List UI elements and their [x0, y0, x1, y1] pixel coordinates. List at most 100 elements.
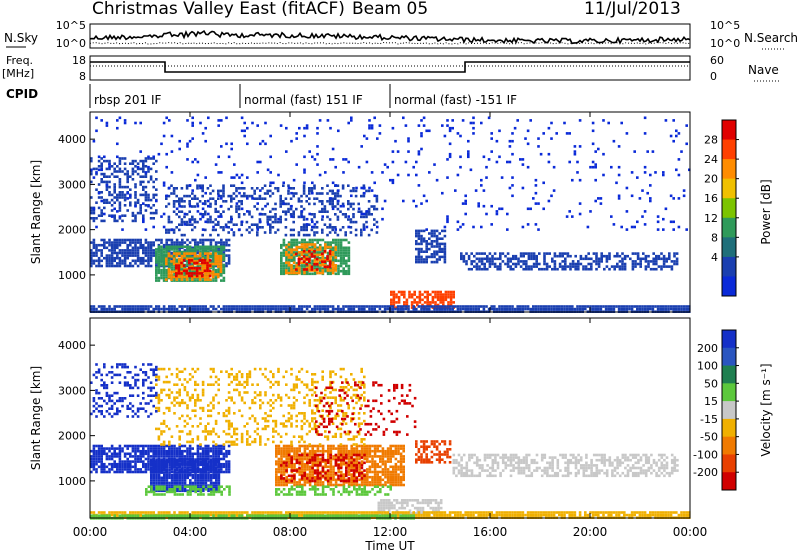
range-cell — [574, 267, 577, 271]
range-cell — [269, 223, 272, 226]
range-cell — [142, 259, 145, 263]
range-cell — [126, 470, 129, 474]
colorbar-tick-label: 24 — [704, 153, 718, 166]
range-cell — [134, 452, 137, 456]
range-cell — [188, 194, 191, 198]
range-cell — [176, 489, 179, 493]
range-cell — [152, 157, 155, 160]
range-cell — [574, 262, 577, 266]
range-cell — [116, 238, 119, 242]
range-cell — [194, 238, 197, 242]
range-cell — [155, 455, 158, 458]
figure-title: Christmas Valley East (fitACF) — [92, 0, 345, 19]
range-cell — [310, 213, 314, 216]
range-cell — [214, 260, 217, 263]
range-cell — [438, 255, 441, 259]
range-cell — [175, 258, 179, 262]
range-cell — [303, 452, 307, 456]
range-cell — [649, 184, 652, 187]
range-cell — [280, 481, 283, 484]
range-cell — [582, 265, 585, 268]
range-cell — [670, 267, 674, 271]
range-cell — [360, 231, 363, 234]
range-cell — [261, 197, 264, 200]
range-cell — [275, 447, 278, 450]
range-cell — [116, 246, 119, 250]
range-cell — [198, 270, 202, 274]
range-cell — [204, 202, 207, 206]
range-cell — [92, 447, 96, 450]
range-cell — [222, 200, 225, 203]
range-cell — [131, 167, 135, 171]
range-cell — [290, 139, 293, 143]
range-cell — [116, 219, 119, 223]
range-cell — [412, 199, 415, 203]
range-cell — [553, 267, 557, 271]
range-cell — [303, 171, 306, 174]
range-cell — [227, 468, 231, 471]
range-cell — [326, 243, 330, 247]
range-cell — [415, 173, 418, 177]
range-cell — [168, 307, 171, 311]
range-cell — [288, 478, 291, 482]
range-cell — [209, 468, 213, 472]
range-cell — [620, 307, 623, 311]
range-cell — [574, 254, 577, 258]
range-cell — [448, 152, 452, 156]
range-cell — [144, 462, 148, 466]
range-cell — [152, 211, 155, 215]
range-cell — [328, 200, 332, 203]
range-cell — [193, 218, 197, 221]
range-cell — [220, 248, 223, 251]
range-cell — [136, 201, 140, 204]
range-cell — [185, 257, 189, 261]
range-cell — [253, 305, 257, 308]
range-cell — [158, 488, 161, 491]
range-cell — [237, 205, 241, 208]
range-cell — [292, 178, 296, 182]
range-cell — [415, 204, 418, 208]
range-cell — [121, 157, 124, 160]
range-cell — [92, 254, 96, 257]
range-cell — [196, 160, 200, 164]
range-cell — [649, 307, 652, 311]
range-cell — [662, 257, 666, 261]
range-cell — [155, 211, 158, 215]
range-cell — [318, 200, 321, 203]
range-cell — [433, 250, 436, 253]
range-cell — [313, 197, 316, 200]
range-cell — [188, 220, 192, 224]
range-cell — [199, 468, 202, 472]
range-cell — [194, 245, 197, 249]
range-cell — [581, 305, 584, 308]
range-cell — [643, 171, 647, 174]
range-cell — [160, 447, 163, 450]
range-cell — [573, 145, 577, 148]
range-cell — [113, 256, 116, 260]
range-cell — [176, 485, 179, 488]
range-cell — [225, 462, 228, 466]
range-cell — [147, 305, 150, 308]
range-cell — [183, 460, 187, 464]
range-cell — [155, 258, 158, 262]
range-cell — [165, 260, 168, 263]
range-cell — [506, 307, 509, 311]
range-cell — [349, 189, 353, 193]
range-cell — [264, 305, 267, 308]
range-cell — [412, 165, 415, 169]
range-cell — [105, 159, 109, 163]
range-cell — [222, 243, 226, 247]
range-cell — [315, 257, 319, 261]
range-cell — [222, 194, 225, 198]
range-cell — [126, 460, 129, 463]
range-cell — [558, 254, 562, 258]
range-cell — [157, 305, 161, 308]
range-cell — [220, 449, 223, 453]
range-cell — [266, 307, 270, 311]
range-cell — [190, 272, 194, 275]
range-cell — [618, 254, 622, 258]
range-cell — [530, 265, 533, 268]
range-cell — [542, 307, 545, 311]
range-cell — [214, 202, 217, 206]
range-cell — [467, 257, 471, 261]
